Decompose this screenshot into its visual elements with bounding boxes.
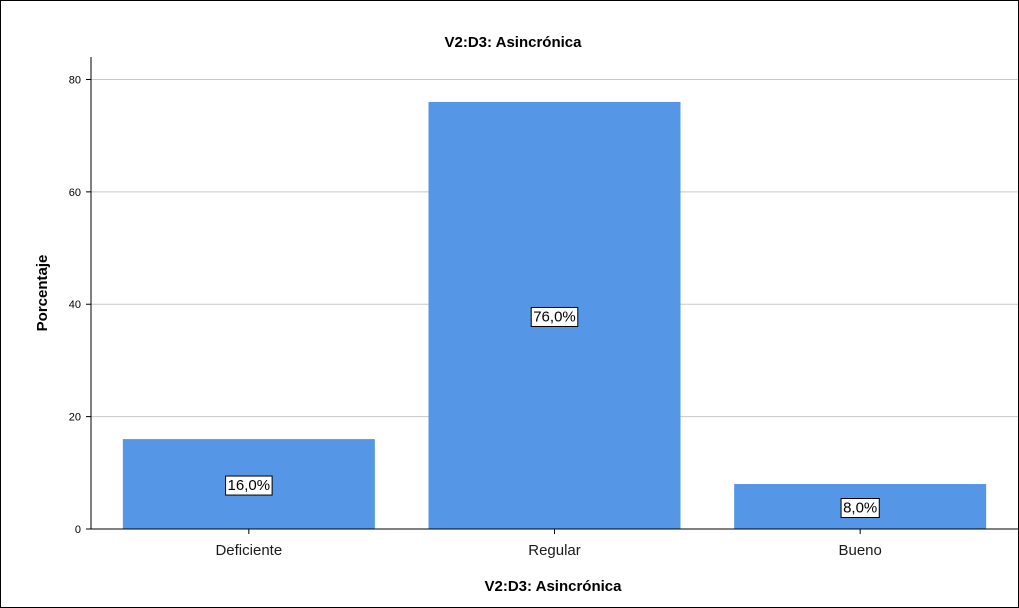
data-label-bueno: 8,0%	[840, 498, 880, 519]
data-labels: 16,0% 76,0% 8,0%	[225, 306, 880, 519]
y-tick-labels: 0 20 40 60 80	[69, 74, 91, 536]
y-tick-label-0: 0	[75, 524, 81, 536]
data-label-box-0	[225, 475, 273, 496]
y-tick-label-2: 40	[69, 299, 81, 311]
y-tick-label-4: 80	[69, 74, 81, 86]
x-axis-title: V2:D3: Asincrónica	[485, 578, 623, 595]
data-label-text-2: 8,0%	[843, 500, 877, 517]
data-label-text-1: 76,0%	[533, 308, 576, 325]
data-label-regular: 76,0%	[530, 306, 579, 327]
data-label-deficiente: 16,0%	[225, 475, 273, 496]
x-tick-label-2: Bueno	[838, 542, 881, 559]
x-tick-labels: Deficiente Regular Bueno	[215, 529, 882, 559]
data-label-box-1	[530, 306, 579, 327]
y-axis-title: Porcentaje	[34, 255, 51, 332]
y-tick-label-1: 20	[69, 412, 81, 424]
chart-title: V2:D3: Asincrónica	[445, 34, 583, 51]
x-tick-label-1: Regular	[528, 542, 581, 559]
data-label-text-0: 16,0%	[228, 477, 271, 494]
y-tick-label-3: 60	[69, 187, 81, 199]
x-tick-label-0: Deficiente	[215, 542, 282, 559]
data-label-box-2	[840, 498, 880, 519]
